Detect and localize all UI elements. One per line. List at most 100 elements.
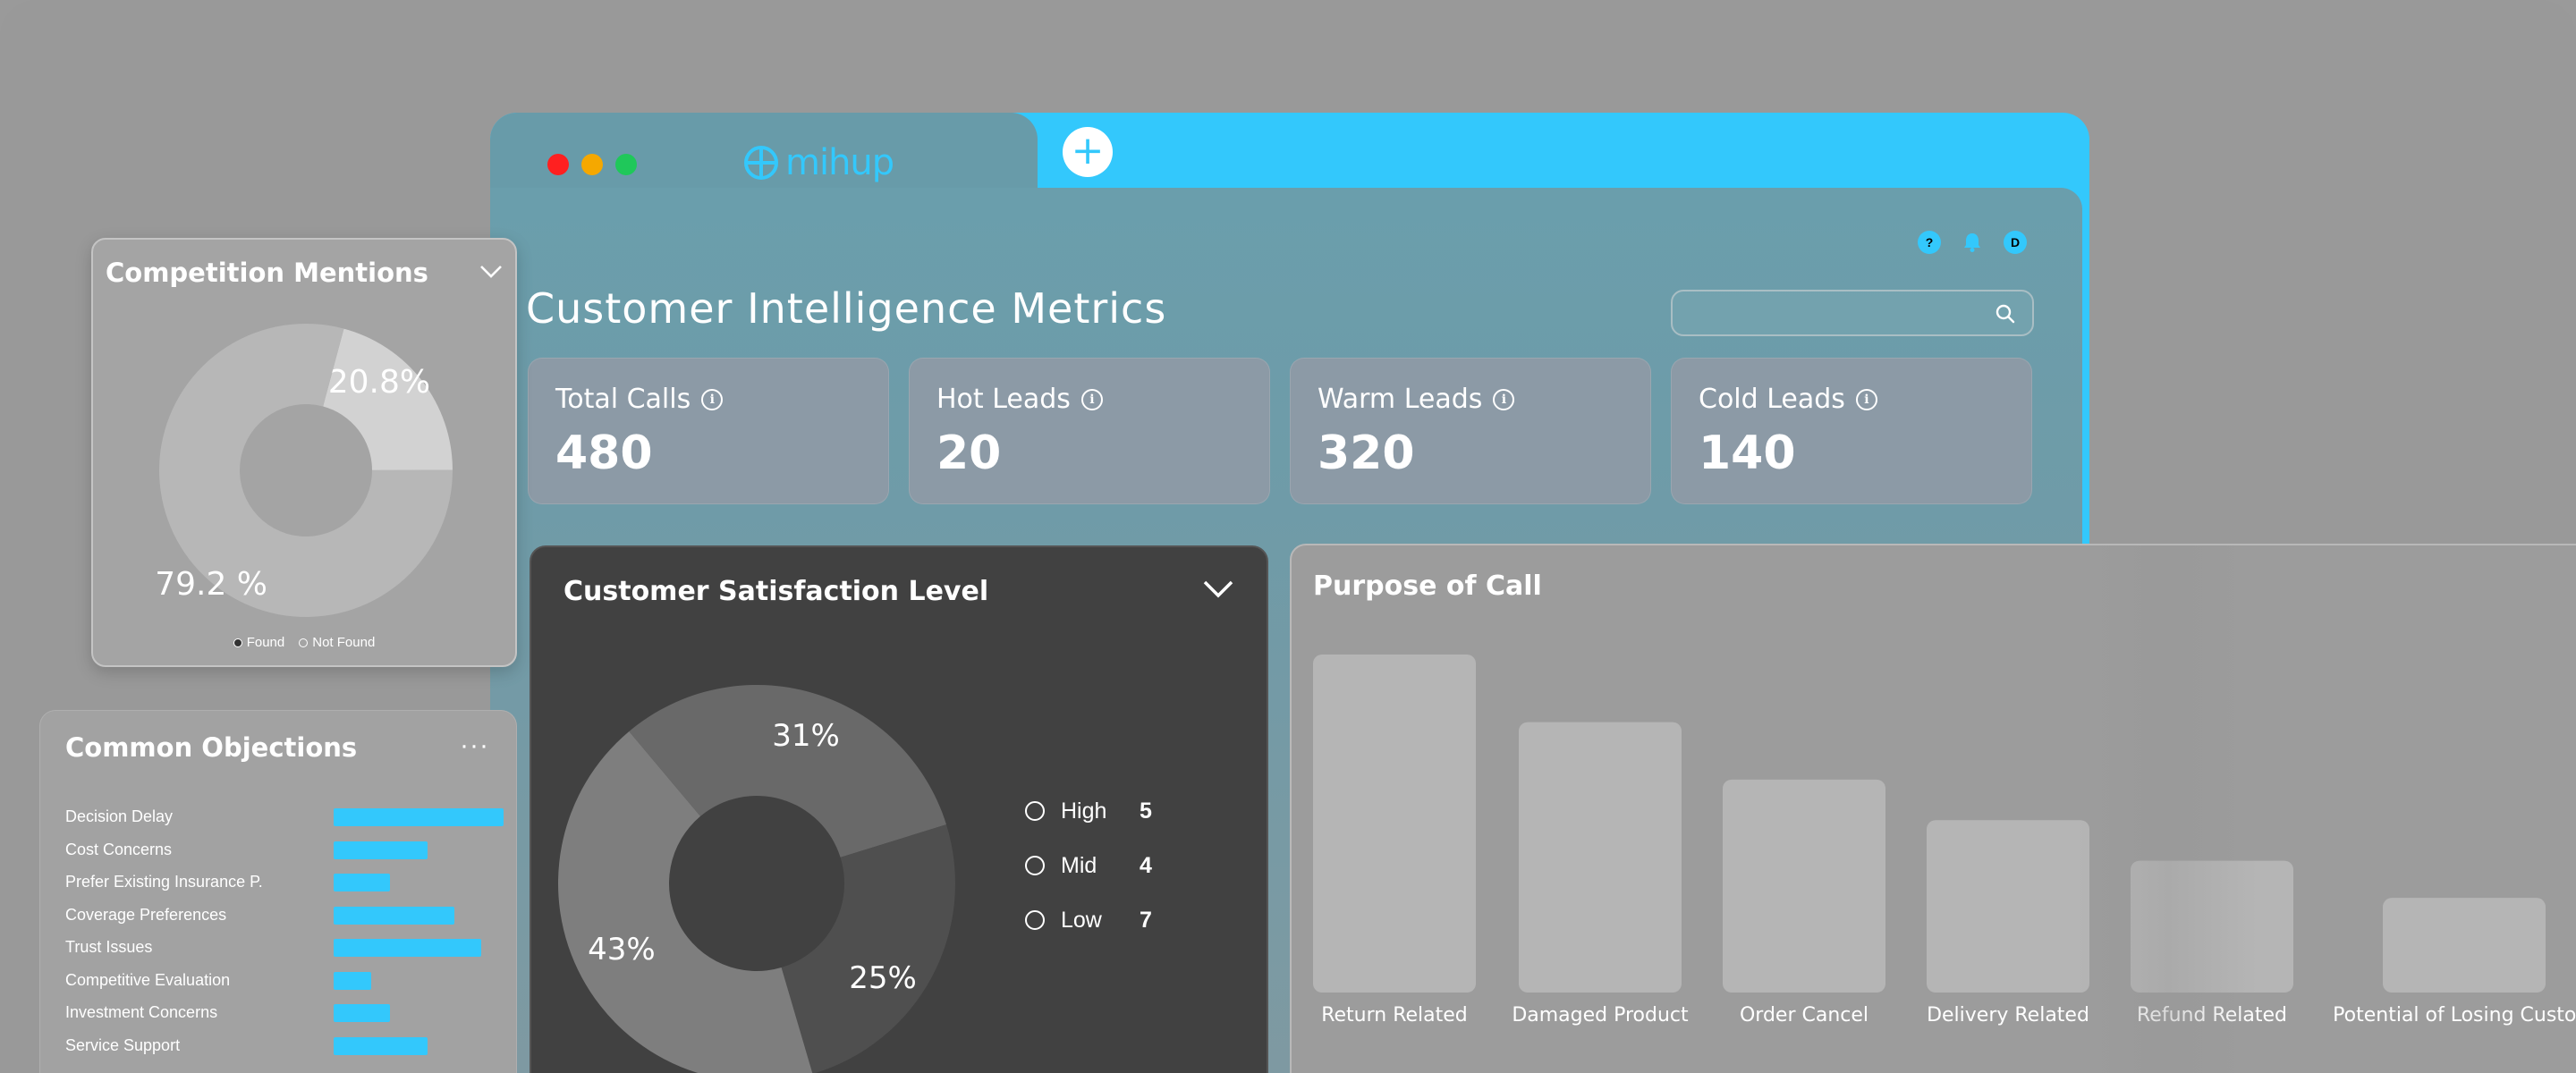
more-options-icon[interactable]: ··· [460,731,489,760]
slice-label: 31% [772,718,840,754]
bar-label: Potential of Losing Custom [2333,1004,2576,1027]
legend-label: Mid [1061,852,1097,878]
objection-row[interactable]: Coverage Preferences [65,906,513,925]
legend-value: 7 [1140,907,1152,933]
objection-row[interactable]: Service Support [65,1036,513,1056]
kpi-card-hot-leads[interactable]: Hot Leads i 20 [909,358,1270,504]
search-bar[interactable] [1671,290,2034,336]
kpi-value: 140 [1699,427,1796,480]
objection-bar [334,1036,428,1055]
legend-dot-not-found [299,638,309,647]
search-icon[interactable] [1995,303,2016,325]
bar-label: Refund Related [2137,1004,2287,1027]
objection-label: Cost Concerns [65,840,173,858]
kpi-value: 320 [1318,427,1415,480]
bar-return-related[interactable] [1313,655,1476,993]
objection-bar [334,874,390,891]
help-icon[interactable]: ? [1918,231,1941,254]
legend-label: Found [246,635,285,650]
radio-icon[interactable] [1025,856,1045,875]
minimize-window-dot[interactable] [581,154,603,175]
slice-label: 79.2 % [155,566,267,603]
card-title: Common Objections [65,732,358,763]
info-icon[interactable]: i [1855,388,1877,410]
slice-label: 43% [588,932,656,967]
info-icon[interactable]: i [701,388,724,410]
mihup-logo: mihup [742,141,894,184]
bar-label: Damaged Product [1512,1004,1689,1027]
objection-label: Service Support [65,1035,181,1054]
purpose-of-call-card: Purpose of Call Return Related Damaged Pr… [1290,544,2576,1073]
new-tab-button[interactable]: + [1063,127,1113,177]
radio-icon[interactable] [1025,910,1045,930]
competition-mentions-card: Competition Mentions 20.8% 79.2 % Found N… [91,238,517,667]
avatar[interactable]: D [2004,231,2027,254]
kpi-label: Total Calls [555,384,691,415]
donut-slice-mid[interactable] [781,824,955,1073]
objection-row[interactable]: Cost Concerns [65,841,513,860]
bar-refund-related[interactable] [2131,860,2293,993]
browser-tab[interactable]: mihup [490,113,1038,188]
legend-value: 4 [1140,852,1152,878]
slice-label: 25% [849,960,917,996]
header-icons: ? D [1918,231,2027,254]
page-title: Customer Intelligence Metrics [526,284,1167,333]
kpi-label: Cold Leads [1699,384,1845,415]
card-title: Purpose of Call [1313,570,1542,602]
bar-potential-of-losing-custom[interactable] [2383,898,2546,993]
objection-label: Coverage Preferences [65,905,227,924]
purpose-bar-chart: Return Related Damaged Product Order Cance… [1313,655,2576,1027]
slice-label: 20.8% [328,364,430,401]
objection-row[interactable]: Decision Delay [65,807,513,827]
objection-row[interactable]: Investment Concerns [65,1003,513,1023]
legend-item-mid[interactable]: Mid 4 [1025,852,1204,879]
kpi-value: 480 [555,427,653,480]
legend-item-high[interactable]: High 5 [1025,798,1204,824]
objection-label: Decision Delay [65,807,174,825]
legend-item-low[interactable]: Low 7 [1025,907,1204,934]
objection-row[interactable]: Trust Issues [65,938,513,958]
objection-row[interactable]: Prefer Existing Insurance P. [65,873,513,892]
legend-value: 5 [1140,798,1152,824]
logo-mark-icon [744,146,778,180]
objection-row[interactable]: Competitive Evaluation [65,971,513,991]
search-input[interactable] [1673,291,1977,334]
maximize-window-dot[interactable] [615,154,637,175]
competition-donut-chart: 20.8% 79.2 % [155,324,453,617]
radio-icon[interactable] [1025,801,1045,821]
kpi-label: Warm Leads [1318,384,1483,415]
info-icon[interactable]: i [1493,388,1515,410]
bar-label: Delivery Related [1927,1004,2089,1027]
bar-delivery-related[interactable] [1927,820,2089,993]
common-objections-card: Common Objections ··· Decision Delay Cost… [39,710,517,1073]
kpi-card-total-calls[interactable]: Total Calls i 480 [528,358,889,504]
legend-label: Not Found [312,635,376,650]
info-icon[interactable]: i [1080,388,1103,410]
customer-satisfaction-card: Customer Satisfaction Level 31% 25% 43% Hi… [530,545,1268,1073]
window-controls [547,154,637,175]
objection-bar [334,841,428,859]
bar-label: Order Cancel [1740,1004,1868,1027]
donut-slice-not-found[interactable] [159,324,453,617]
donut-slice-high[interactable] [629,685,946,858]
chevron-down-icon[interactable] [479,265,503,279]
objection-label: Investment Concerns [65,1003,218,1021]
kpi-value: 20 [936,427,1002,480]
objection-bar [334,971,371,990]
donut-slice-low[interactable] [558,731,813,1073]
kpi-label: Hot Leads [936,384,1071,415]
chevron-down-icon[interactable] [1202,579,1234,599]
kpi-card-warm-leads[interactable]: Warm Leads i 320 [1290,358,1651,504]
chart-legend: Found Not Found [93,635,515,650]
kpi-card-cold-leads[interactable]: Cold Leads i 140 [1671,358,2032,504]
legend-dot-found [233,638,242,647]
close-window-dot[interactable] [547,154,569,175]
objection-label: Prefer Existing Insurance P. [65,873,263,891]
bar-damaged-product[interactable] [1519,722,1682,993]
objection-bar [334,808,504,826]
donut-slice-found[interactable] [323,328,453,470]
satisfaction-donut-chart: 31% 25% 43% [558,685,955,1073]
bell-icon[interactable] [1961,231,1984,254]
bar-order-cancel[interactable] [1723,779,1885,993]
bar-label: Return Related [1321,1004,1468,1027]
